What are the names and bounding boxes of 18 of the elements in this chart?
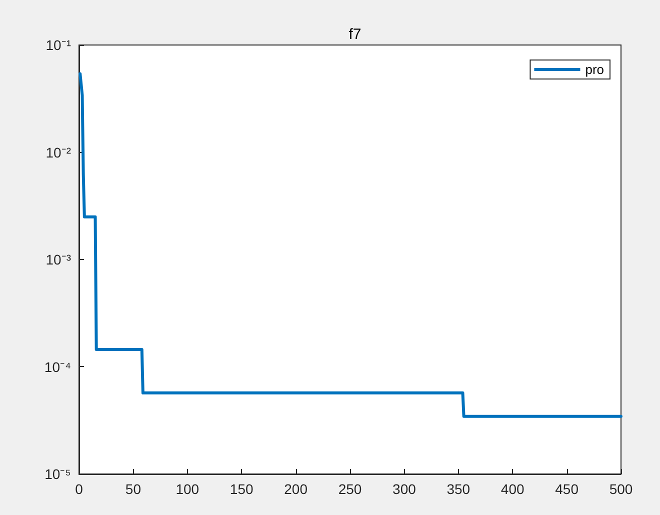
x-tick-label: 50 [125,481,142,497]
y-tick-label: 10⁻⁴ [44,358,71,375]
legend-label: pro [585,62,604,77]
x-tick-label: 250 [338,481,362,497]
x-tick-label: 100 [176,481,200,497]
x-tick-label: 450 [555,481,579,497]
y-tick-label: 10⁻¹ [46,37,72,53]
y-tick-label: 10⁻³ [46,252,72,268]
x-tick-label: 150 [230,481,254,497]
x-tick-label: 350 [446,481,470,497]
y-tick-label: 10⁻² [46,144,72,160]
x-tick-label: 0 [75,481,84,497]
x-tick-label: 500 [609,481,633,497]
chart-title: f7 [348,26,362,43]
x-tick-label: 200 [284,481,308,497]
x-tick-label: 400 [500,481,524,497]
y-tick-label: 10⁻⁵ [44,466,71,482]
x-tick-label: 300 [392,481,416,497]
